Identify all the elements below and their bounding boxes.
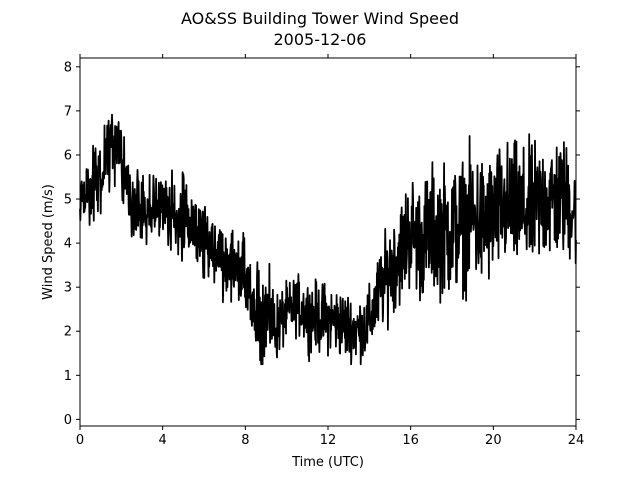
y-tick-label: 4 xyxy=(64,237,72,252)
x-axis-label: Time (UTC) xyxy=(291,455,364,470)
y-tick-label: 0 xyxy=(64,413,72,428)
x-tick-label: 20 xyxy=(485,433,502,448)
chart-title: AO&SS Building Tower Wind Speed xyxy=(181,9,459,28)
wind-speed-line xyxy=(79,113,577,366)
x-tick-label: 12 xyxy=(320,433,337,448)
x-tick-label: 0 xyxy=(76,433,84,448)
y-tick-label: 8 xyxy=(64,60,72,75)
y-tick-label: 6 xyxy=(64,148,72,163)
x-tick-label: 4 xyxy=(159,433,167,448)
y-tick-label: 2 xyxy=(64,325,72,340)
plot-area-frame xyxy=(79,57,577,427)
y-tick-label: 5 xyxy=(64,193,72,208)
y-axis-label: Wind Speed (m/s) xyxy=(41,184,56,300)
chart-subtitle: 2005-12-06 xyxy=(274,30,367,49)
x-tick-label: 24 xyxy=(568,433,585,448)
y-tick-label: 3 xyxy=(64,281,72,296)
y-tick-label: 7 xyxy=(64,104,72,119)
x-tick-label: 8 xyxy=(241,433,249,448)
y-tick-label: 1 xyxy=(64,369,72,384)
x-tick-label: 16 xyxy=(402,433,419,448)
